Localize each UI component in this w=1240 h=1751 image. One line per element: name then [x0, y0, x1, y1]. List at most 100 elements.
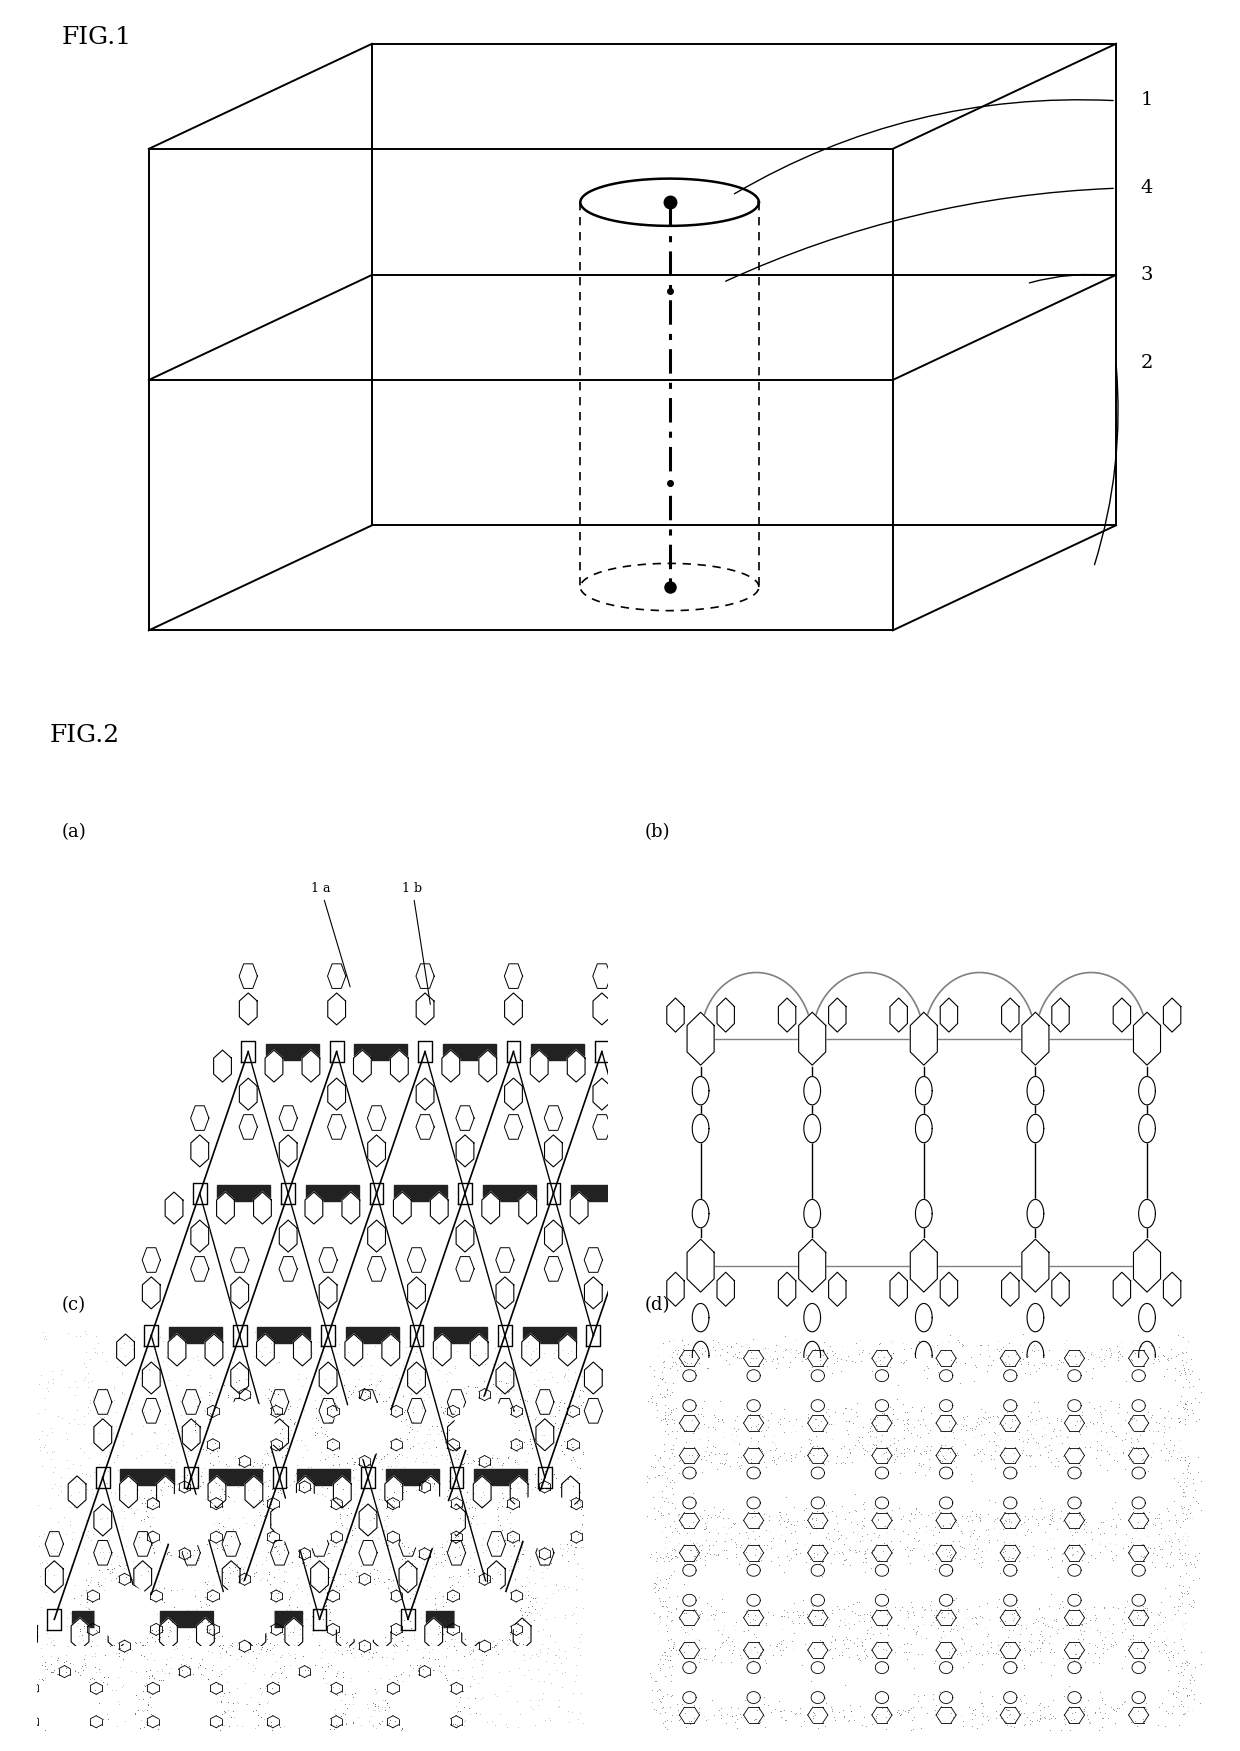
Polygon shape [536, 1504, 554, 1536]
Polygon shape [584, 1362, 603, 1394]
Polygon shape [94, 1418, 112, 1452]
Polygon shape [355, 1044, 408, 1059]
Polygon shape [828, 998, 846, 1031]
Polygon shape [160, 1618, 177, 1649]
Polygon shape [531, 1051, 548, 1082]
Polygon shape [310, 1532, 329, 1557]
Polygon shape [327, 1079, 346, 1110]
Polygon shape [425, 1611, 479, 1627]
Polygon shape [311, 1560, 329, 1593]
Polygon shape [408, 1362, 425, 1394]
Polygon shape [71, 1618, 89, 1649]
Polygon shape [216, 1581, 274, 1644]
Polygon shape [191, 1220, 208, 1252]
Polygon shape [1163, 1273, 1180, 1306]
Polygon shape [337, 1611, 391, 1627]
Polygon shape [1132, 1399, 1146, 1411]
Polygon shape [396, 1674, 454, 1735]
Polygon shape [811, 1691, 825, 1704]
Polygon shape [890, 1273, 908, 1306]
Polygon shape [779, 1273, 796, 1306]
Polygon shape [1138, 1114, 1156, 1143]
Polygon shape [536, 1390, 554, 1415]
Polygon shape [692, 1114, 709, 1143]
Polygon shape [940, 1593, 952, 1606]
Polygon shape [265, 1051, 283, 1082]
Polygon shape [683, 1369, 696, 1382]
Polygon shape [516, 1490, 574, 1551]
Polygon shape [559, 1334, 577, 1366]
Polygon shape [536, 1418, 554, 1452]
Polygon shape [448, 1390, 465, 1415]
Polygon shape [1022, 1240, 1049, 1292]
Polygon shape [505, 963, 522, 988]
Polygon shape [584, 1248, 603, 1273]
Polygon shape [1163, 998, 1180, 1031]
Polygon shape [1068, 1497, 1081, 1509]
Text: 1 a: 1 a [311, 883, 350, 988]
Polygon shape [487, 1683, 506, 1707]
Polygon shape [487, 1560, 505, 1593]
Polygon shape [231, 1362, 248, 1394]
Polygon shape [593, 1115, 611, 1140]
Polygon shape [155, 1674, 213, 1735]
Polygon shape [746, 1497, 760, 1509]
Polygon shape [593, 963, 611, 988]
Polygon shape [811, 1593, 825, 1606]
Polygon shape [692, 1341, 709, 1369]
Polygon shape [319, 1399, 337, 1424]
Polygon shape [353, 1051, 371, 1082]
Polygon shape [487, 1532, 506, 1557]
Polygon shape [368, 1220, 386, 1252]
Polygon shape [746, 1564, 760, 1576]
Polygon shape [811, 1497, 825, 1509]
Polygon shape [335, 1397, 394, 1459]
Text: 1: 1 [1141, 91, 1153, 109]
Polygon shape [811, 1369, 825, 1382]
Polygon shape [875, 1593, 889, 1606]
Polygon shape [415, 963, 434, 988]
Polygon shape [940, 998, 957, 1031]
Polygon shape [575, 1397, 634, 1459]
Polygon shape [231, 1399, 249, 1424]
Polygon shape [1133, 1012, 1161, 1065]
Polygon shape [811, 1564, 825, 1576]
Polygon shape [319, 1248, 337, 1273]
Text: (a): (a) [62, 823, 87, 840]
Polygon shape [239, 1115, 258, 1140]
Polygon shape [479, 1051, 497, 1082]
Polygon shape [1003, 1564, 1017, 1576]
Polygon shape [399, 1683, 417, 1707]
Polygon shape [191, 1257, 208, 1282]
Polygon shape [191, 1135, 208, 1166]
Polygon shape [482, 1192, 500, 1224]
Polygon shape [687, 1240, 714, 1292]
Polygon shape [1132, 1369, 1146, 1382]
Polygon shape [270, 1504, 289, 1536]
Polygon shape [425, 1618, 443, 1649]
Polygon shape [367, 1107, 386, 1131]
Polygon shape [875, 1497, 889, 1509]
Polygon shape [875, 1662, 889, 1674]
Polygon shape [513, 1618, 531, 1649]
Polygon shape [217, 1192, 234, 1224]
Polygon shape [399, 1532, 417, 1557]
Polygon shape [811, 1662, 825, 1674]
Polygon shape [915, 1303, 932, 1333]
Polygon shape [448, 1541, 465, 1565]
Polygon shape [108, 1618, 126, 1649]
Polygon shape [1002, 1273, 1019, 1306]
Polygon shape [804, 1199, 821, 1227]
Polygon shape [746, 1691, 760, 1704]
Polygon shape [417, 993, 434, 1024]
Polygon shape [915, 1199, 932, 1227]
Polygon shape [562, 1476, 579, 1508]
Polygon shape [20, 1618, 37, 1649]
Polygon shape [717, 998, 734, 1031]
Polygon shape [811, 1467, 825, 1480]
Polygon shape [456, 1135, 474, 1166]
Polygon shape [386, 1469, 439, 1485]
Polygon shape [875, 1691, 889, 1704]
Polygon shape [1002, 998, 1019, 1031]
Polygon shape [940, 1564, 952, 1576]
